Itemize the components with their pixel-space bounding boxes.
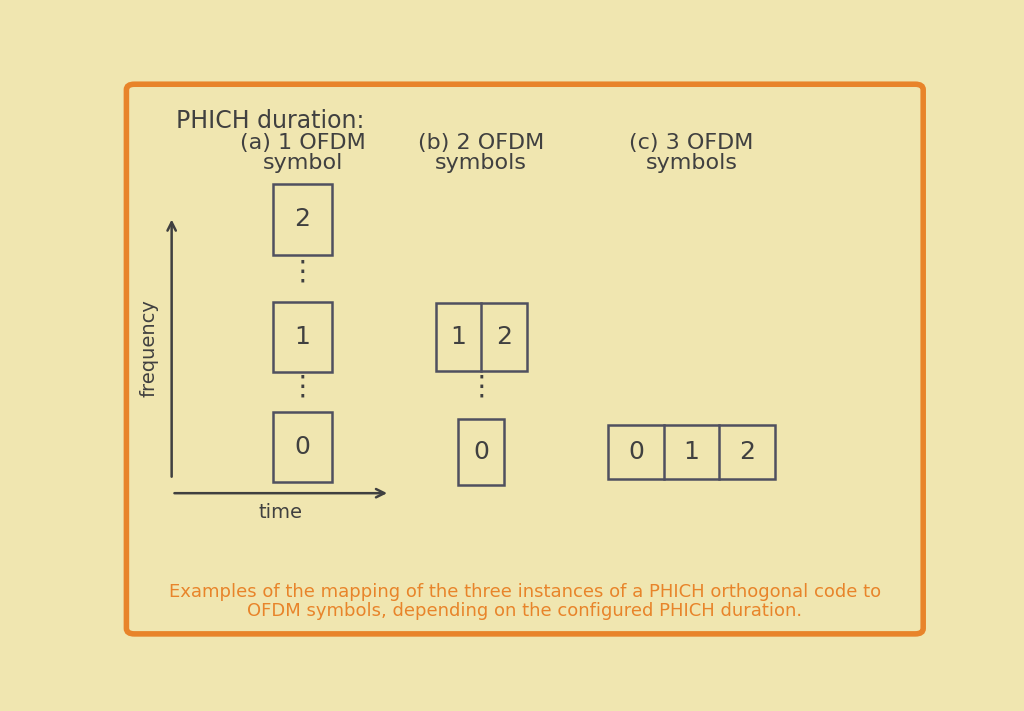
Bar	[272, 184, 333, 255]
Text: symbols: symbols	[645, 153, 737, 173]
Text: 2: 2	[295, 208, 310, 232]
FancyBboxPatch shape	[126, 84, 924, 634]
Text: PHICH duration:: PHICH duration:	[176, 109, 364, 133]
Text: frequency: frequency	[140, 299, 159, 397]
Text: symbol: symbol	[262, 153, 343, 173]
Bar	[272, 412, 333, 482]
Text: 2: 2	[739, 440, 755, 464]
Text: 1: 1	[683, 440, 699, 464]
Bar	[272, 302, 333, 373]
Text: (a) 1 OFDM: (a) 1 OFDM	[240, 133, 366, 153]
Text: 1: 1	[451, 325, 466, 349]
Text: (c) 3 OFDM: (c) 3 OFDM	[630, 133, 754, 153]
Text: ⋮: ⋮	[289, 373, 316, 400]
Text: 1: 1	[295, 325, 310, 349]
Text: 0: 0	[628, 440, 644, 464]
Text: OFDM symbols, depending on the configured PHICH duration.: OFDM symbols, depending on the configure…	[247, 602, 803, 620]
Bar	[435, 304, 526, 371]
Text: 0: 0	[473, 440, 489, 464]
Text: 2: 2	[496, 325, 512, 349]
Text: ⋮: ⋮	[467, 373, 495, 400]
Text: 0: 0	[295, 434, 310, 459]
Text: time: time	[259, 503, 303, 522]
Bar	[458, 419, 504, 485]
Text: (b) 2 OFDM: (b) 2 OFDM	[418, 133, 545, 153]
Text: Examples of the mapping of the three instances of a PHICH orthogonal code to: Examples of the mapping of the three ins…	[169, 583, 881, 601]
Text: symbols: symbols	[435, 153, 527, 173]
Bar	[608, 425, 775, 479]
Text: ⋮: ⋮	[289, 257, 316, 285]
